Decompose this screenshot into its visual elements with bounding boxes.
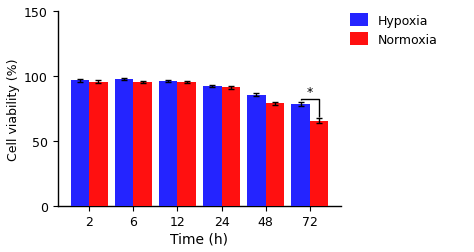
Bar (292, 104, 310, 206)
Bar (177, 83, 196, 206)
Bar (247, 95, 266, 206)
Legend: Hypoxia, Normoxia: Hypoxia, Normoxia (350, 14, 438, 46)
Bar (310, 121, 328, 206)
Text: *: * (307, 85, 313, 99)
Bar (89, 82, 108, 206)
X-axis label: Time (h): Time (h) (171, 231, 228, 245)
Bar (221, 88, 240, 206)
Bar (133, 82, 152, 206)
Bar (115, 80, 133, 206)
Y-axis label: Cell viability (%): Cell viability (%) (7, 58, 20, 160)
Bar (203, 87, 221, 206)
Bar (71, 81, 89, 206)
Bar (266, 104, 284, 206)
Bar (159, 82, 177, 206)
